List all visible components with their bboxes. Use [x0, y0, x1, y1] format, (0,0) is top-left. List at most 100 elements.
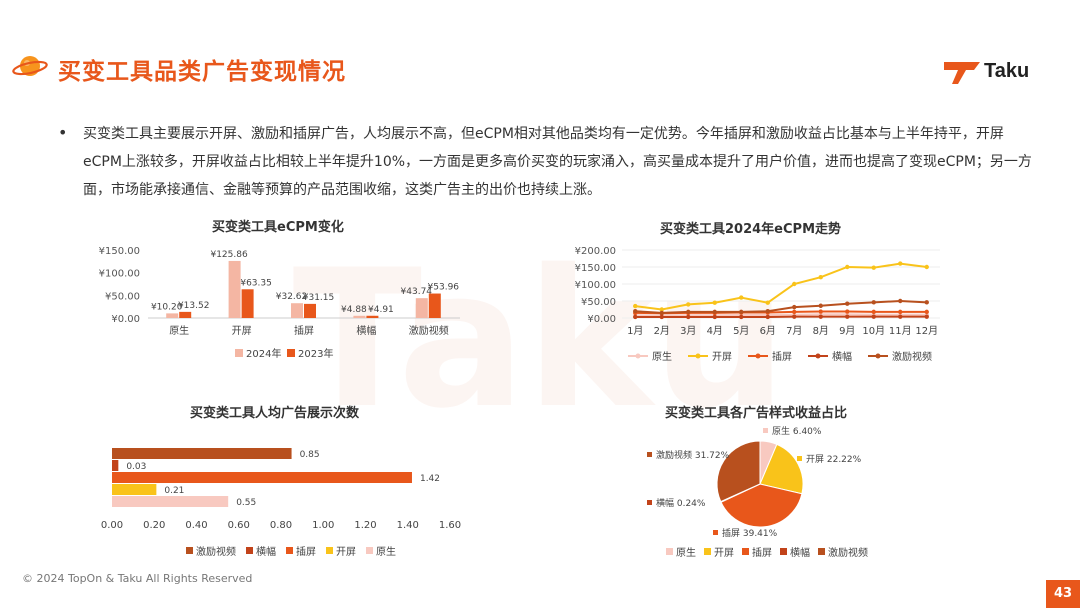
trend-month-label: 2月	[654, 325, 670, 337]
impressions-legend-label: 横幅	[256, 545, 276, 558]
ecpm-ytick: ¥0.00	[111, 314, 140, 325]
impressions-xtick: 0.00	[101, 520, 123, 531]
trend-ytick: ¥0.00	[587, 314, 616, 325]
ecpm-legend-swatch	[235, 349, 243, 357]
trend-point	[739, 295, 744, 300]
ecpm-bar-label: ¥10.20	[151, 302, 183, 312]
impressions-hbar-chart: 0.85 0.03 1.42 0.21 0.55 0.00 0.20 0.40 0.60 0.80…	[101, 448, 461, 558]
svg-text:Taku: Taku	[293, 235, 788, 435]
impressions-legend-label: 开屏	[336, 546, 356, 558]
ecpm-line-chart: ¥0.00 ¥50.00 ¥100.00 ¥150.00 ¥200.00 1月 2月 3月 4月…	[575, 246, 940, 363]
trend-point	[845, 301, 850, 306]
revenue-legend-swatch	[742, 548, 749, 555]
ecpm-legend-label: 2023年	[298, 347, 333, 360]
ecpm-category-label: 原生	[169, 324, 189, 337]
ecpm-bar	[366, 315, 379, 318]
ecpm-bar-label: ¥31.15	[303, 293, 335, 303]
trend-point	[739, 314, 744, 320]
ecpm-bar-label: ¥13.52	[178, 301, 210, 311]
chart-title-ecpm-change: 买变类工具eCPM变化	[212, 220, 344, 235]
trend-month-label: 10月	[862, 325, 885, 337]
trend-point	[686, 314, 691, 320]
revenue-pie-marker	[713, 530, 718, 535]
trend-point	[818, 275, 823, 280]
trend-point	[712, 309, 717, 315]
impressions-legend-swatch	[186, 547, 193, 554]
ecpm-category-label: 激励视频	[409, 324, 449, 337]
trend-point	[871, 314, 876, 319]
trend-ytick: ¥50.00	[581, 297, 616, 308]
impressions-xtick: 0.20	[143, 520, 165, 531]
trend-point	[818, 309, 823, 314]
ecpm-legend-label: 2024年	[246, 347, 281, 360]
revenue-pie-marker	[797, 456, 802, 461]
trend-legend-label: 插屏	[772, 350, 792, 363]
impressions-bar-label: 1.42	[420, 474, 440, 484]
revenue-legend-label: 横幅	[790, 546, 810, 559]
revenue-legend-swatch	[780, 548, 787, 555]
planet-icon	[12, 56, 48, 76]
trend-point	[924, 309, 929, 315]
ecpm-bar	[228, 260, 241, 318]
trend-point	[739, 309, 744, 315]
trend-point	[765, 300, 770, 305]
trend-ytick: ¥150.00	[575, 263, 616, 274]
revenue-pie-marker	[763, 428, 768, 433]
trend-month-label: 7月	[786, 325, 802, 337]
trend-point	[924, 314, 929, 319]
trend-point	[633, 309, 638, 314]
trend-legend-label: 激励视频	[892, 350, 932, 363]
ecpm-bar-label: ¥63.35	[240, 278, 272, 288]
revenue-legend-label: 插屏	[752, 546, 772, 559]
revenue-pie-label: 激励视频 31.72%	[656, 449, 730, 461]
trend-ytick: ¥200.00	[575, 246, 616, 257]
trend-point	[898, 314, 903, 319]
trend-point	[712, 314, 717, 320]
trend-point	[792, 304, 797, 310]
trend-legend-dot	[875, 353, 881, 359]
chart-title-impressions: 买变类工具人均广告展示次数	[190, 406, 360, 421]
trend-month-label: 5月	[733, 325, 749, 337]
trend-point	[871, 309, 876, 315]
trend-point	[659, 314, 664, 320]
ecpm-ytick: ¥50.00	[105, 291, 140, 302]
trend-point	[898, 261, 903, 266]
trend-month-label: 4月	[707, 325, 723, 337]
impressions-bar	[112, 460, 119, 471]
trend-point	[818, 314, 823, 319]
ecpm-bar	[353, 315, 366, 318]
trend-point	[659, 307, 664, 312]
copyright: © 2024 TopOn & Taku All Rights Reserved	[22, 572, 253, 585]
trend-point	[924, 300, 929, 305]
trend-legend-label: 横幅	[832, 350, 852, 363]
trend-month-label: 1月	[627, 325, 643, 337]
page-title: 买变工具品类广告变现情况	[58, 59, 346, 85]
ecpm-bar-label: ¥125.86	[210, 250, 247, 260]
ecpm-bar	[428, 293, 441, 318]
impressions-bar	[112, 484, 157, 495]
revenue-legend-label: 原生	[676, 546, 696, 559]
trend-point	[633, 314, 638, 320]
ecpm-bar	[304, 303, 316, 318]
impressions-bar	[112, 472, 412, 483]
revenue-pie-label: 原生 6.40%	[772, 425, 822, 437]
ecpm-category-label: 开屏	[232, 325, 252, 337]
revenue-legend-label: 开屏	[714, 547, 734, 559]
trend-month-label: 6月	[760, 325, 776, 337]
trend-point	[765, 309, 770, 314]
impressions-legend-swatch	[286, 547, 293, 554]
impressions-xtick: 1.00	[312, 520, 334, 531]
trend-legend-dot	[695, 353, 701, 359]
trend-point	[765, 314, 770, 320]
impressions-xtick: 1.20	[354, 520, 376, 531]
revenue-pie-label: 开屏 22.22%	[806, 454, 862, 465]
ecpm-bar-label: ¥32.62	[276, 292, 308, 302]
ecpm-ytick: ¥100.00	[99, 269, 140, 280]
trend-point	[686, 309, 691, 315]
revenue-legend-swatch	[704, 548, 711, 555]
impressions-bar	[112, 448, 292, 459]
trend-point	[845, 264, 850, 270]
trend-point	[792, 309, 797, 315]
revenue-legend-swatch	[818, 548, 825, 555]
ecpm-bar	[291, 303, 303, 318]
